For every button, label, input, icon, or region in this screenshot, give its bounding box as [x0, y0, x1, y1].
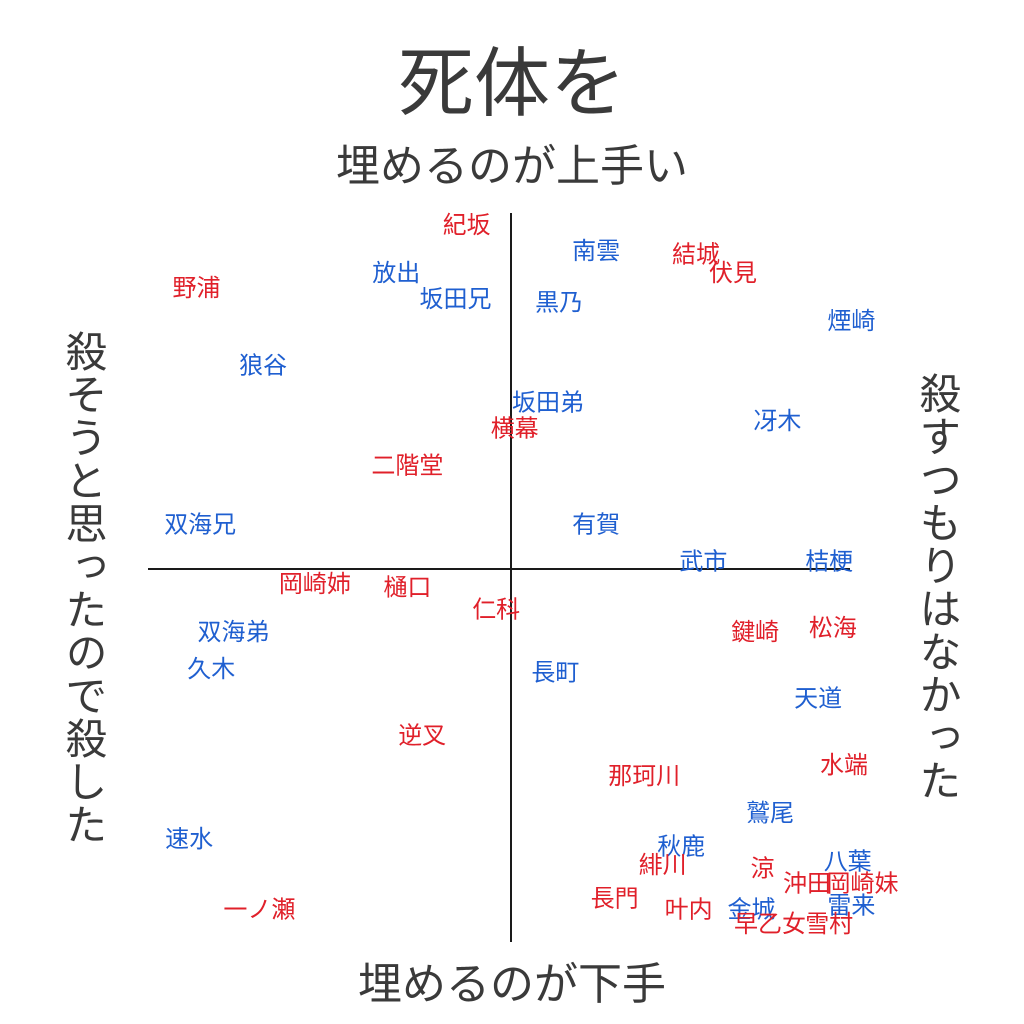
point-label: 有賀	[572, 511, 620, 539]
point-label: 二階堂	[371, 451, 443, 479]
point-label: 武市	[679, 548, 727, 576]
point-label: 仁科	[472, 596, 520, 624]
point-label: 桔梗	[805, 548, 853, 576]
point-label: 天道	[794, 685, 842, 713]
point-label: 雪村	[805, 910, 853, 938]
point-label: 横幕	[491, 414, 539, 442]
point-label: 紀坂	[443, 211, 491, 239]
point-label: 南雲	[572, 237, 620, 265]
point-label: 叶内	[665, 895, 713, 923]
x-axis-left-label: 殺そうと思ったので殺した	[59, 330, 108, 846]
point-label: 鷲尾	[746, 799, 794, 827]
y-axis-bottom-label: 埋めるのが下手	[358, 959, 666, 1010]
point-label: 岡崎姉	[279, 570, 351, 598]
point-label: 松海	[809, 614, 857, 642]
point-label: 雷来	[827, 892, 875, 920]
point-label: 涼	[751, 855, 775, 883]
point-label: 逆叉	[398, 722, 446, 750]
point-label: 緋川	[639, 851, 687, 879]
point-label: 鍵崎	[731, 618, 779, 646]
point-label: 長門	[591, 884, 639, 912]
point-label: 伏見	[709, 259, 757, 287]
point-label: 放出	[372, 259, 420, 287]
point-label: 久木	[187, 655, 235, 683]
point-label: 水端	[820, 751, 868, 779]
point-label: 一ノ瀬	[223, 895, 295, 923]
point-label: 八葉	[824, 847, 872, 875]
point-label: 黒乃	[535, 289, 583, 317]
point-label: 双海兄	[164, 511, 236, 539]
point-label: 岡崎妹	[827, 870, 899, 898]
point-label: 坂田弟	[512, 389, 584, 417]
point-label: 双海弟	[198, 618, 270, 646]
point-label: 速水	[165, 825, 213, 853]
point-label: 樋口	[383, 574, 431, 602]
chart-title: 死体を	[398, 39, 626, 128]
point-label: 煙崎	[827, 307, 875, 335]
point-label: 坂田兄	[420, 285, 492, 313]
point-label: 沖田	[783, 870, 831, 898]
point-label: 結城	[672, 241, 720, 269]
point-label: 狼谷	[239, 352, 287, 380]
point-label: 那珂川	[608, 762, 680, 790]
point-label: 長町	[531, 659, 579, 687]
point-label: 秋鹿	[657, 833, 705, 861]
point-label: 冴木	[753, 407, 801, 435]
point-label: 野浦	[173, 274, 221, 302]
point-label: 早乙女	[734, 910, 806, 938]
x-axis-right-label: 殺すつもりはなかった	[913, 372, 962, 802]
point-label: 金城	[728, 895, 776, 923]
y-axis-top-label: 埋めるのが上手い	[336, 141, 688, 192]
